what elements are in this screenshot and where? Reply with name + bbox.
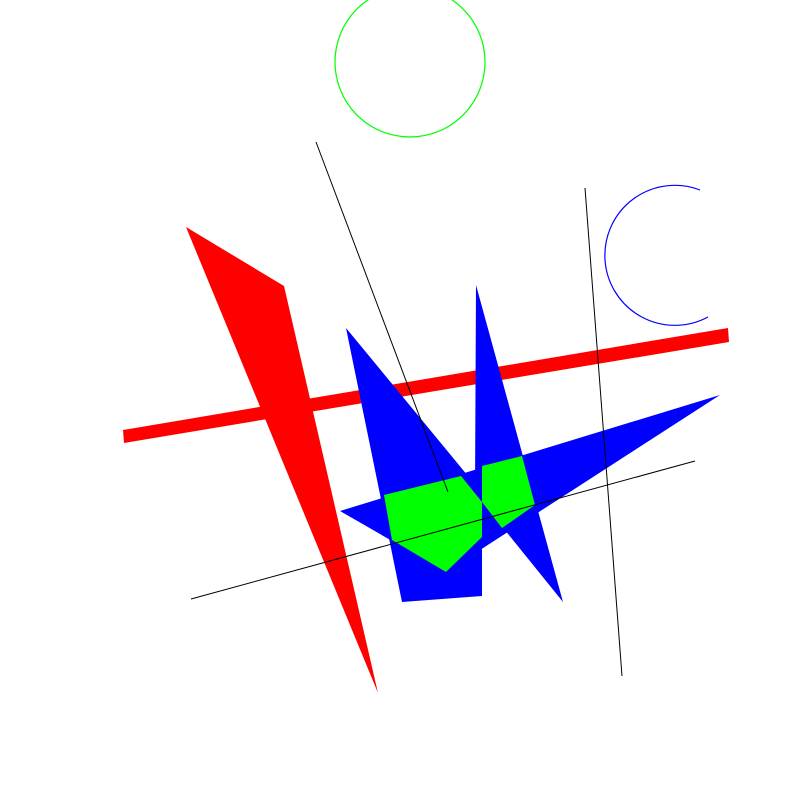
red-bar [123,328,729,443]
green-overlap-right [482,456,535,528]
red-spike [186,227,378,693]
blue-arc-outline [604,184,709,326]
black-line-diagonal [315,141,449,493]
blue-middle-spike [475,285,563,602]
black-line-vertical [584,187,623,677]
black-line-horizontal [190,460,696,600]
green-overlap-left [384,476,482,572]
green-circle-outline [334,0,486,138]
